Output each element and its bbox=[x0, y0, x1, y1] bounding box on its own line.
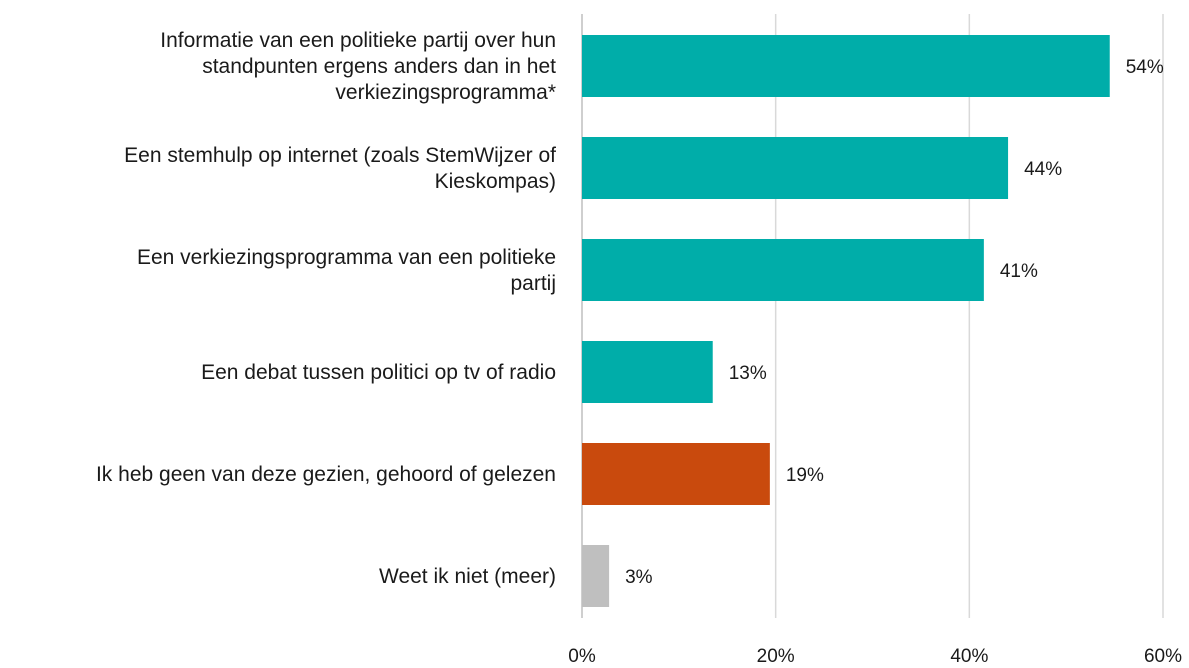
category-label: Een verkiezingsprogramma van een politie… bbox=[137, 246, 556, 295]
data-label: 44% bbox=[1024, 159, 1062, 180]
category-label: Informatie van een politieke partij over… bbox=[160, 29, 556, 104]
category-label: Ik heb geen van deze gezien, gehoord of … bbox=[96, 463, 556, 486]
category-labels: Informatie van een politieke partij over… bbox=[96, 29, 556, 588]
x-tick-label: 20% bbox=[757, 646, 795, 667]
data-label: 19% bbox=[786, 465, 824, 486]
data-labels: 54% 44% 41% 13% 19% 3% bbox=[625, 57, 1164, 588]
bar bbox=[582, 443, 770, 505]
bar bbox=[582, 341, 713, 403]
data-label: 13% bbox=[729, 363, 767, 384]
bars bbox=[582, 35, 1110, 607]
x-tick-label: 60% bbox=[1144, 646, 1182, 667]
x-tick-label: 0% bbox=[568, 646, 596, 667]
bar bbox=[582, 239, 984, 301]
bar bbox=[582, 137, 1009, 199]
bar bbox=[582, 545, 610, 607]
bar bbox=[582, 35, 1110, 97]
gridlines bbox=[581, 14, 1164, 618]
category-label: Weet ik niet (meer) bbox=[379, 565, 556, 588]
category-label: Een stemhulp op internet (zoals StemWijz… bbox=[124, 144, 556, 193]
x-axis-tick-labels: 0% 20% 40% 60% bbox=[568, 646, 1182, 667]
x-tick-label: 40% bbox=[950, 646, 988, 667]
data-label: 54% bbox=[1126, 57, 1164, 78]
data-label: 3% bbox=[625, 567, 653, 588]
category-label: Een debat tussen politici op tv of radio bbox=[201, 361, 556, 384]
data-label: 41% bbox=[1000, 261, 1038, 282]
